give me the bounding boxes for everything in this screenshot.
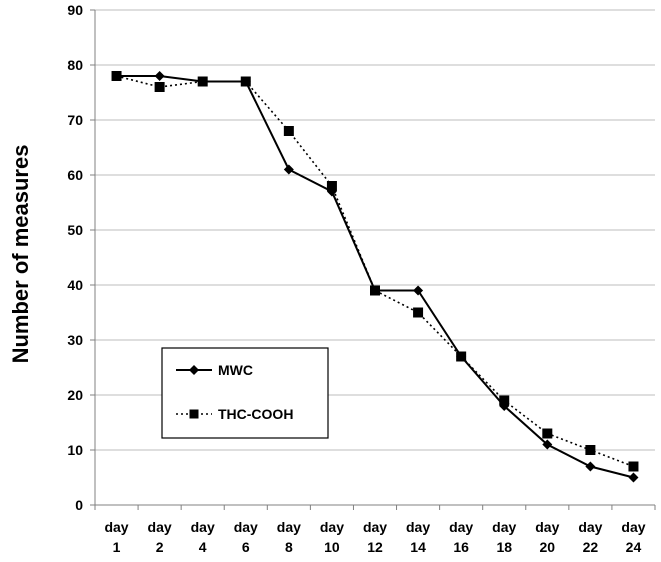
- x-tick-label: 10: [324, 539, 340, 555]
- data-point-mwc: [154, 71, 165, 81]
- x-tick-label: 20: [540, 539, 556, 555]
- y-tick-label: 80: [67, 57, 83, 73]
- data-point-mwc: [326, 186, 337, 197]
- x-tick-label: 12: [367, 539, 383, 555]
- legend-thc-marker: [189, 409, 199, 419]
- x-tick-label: day: [535, 519, 559, 535]
- x-tick-label: day: [234, 519, 258, 535]
- x-tick-label: day: [320, 519, 344, 535]
- legend-mwc-marker: [189, 365, 199, 375]
- x-tick-label: day: [148, 519, 172, 535]
- y-tick-label: 70: [67, 112, 83, 128]
- x-tick-label: day: [363, 519, 387, 535]
- x-tick-label: day: [449, 519, 473, 535]
- y-tick-label: 20: [67, 387, 83, 403]
- y-axis-label: Number of measures: [8, 145, 33, 364]
- data-point-mwc: [499, 401, 510, 411]
- x-tick-label: day: [277, 519, 301, 535]
- data-point-mwc: [111, 71, 122, 81]
- series: [111, 71, 639, 483]
- y-tick-label: 90: [67, 2, 83, 18]
- x-tick-label: day: [191, 519, 215, 535]
- x-tick-label: day: [578, 519, 602, 535]
- x-tick-label: 4: [199, 539, 207, 555]
- data-point-mwc: [628, 472, 639, 483]
- data-point-thc-cooh: [585, 445, 596, 455]
- legend-thc-label: THC-COOH: [218, 406, 293, 422]
- y-tick-label: 0: [75, 497, 83, 513]
- data-point-mwc: [413, 285, 424, 296]
- x-tick-labels: day 1 day 2 day 4 day 6 day 8 day 10 day 12 day 14 day 16…: [104, 519, 645, 555]
- y-tick-label: 10: [67, 442, 83, 458]
- data-point-thc-cooh: [542, 428, 553, 439]
- data-point-thc-cooh: [283, 126, 294, 136]
- y-tick-label: 40: [67, 277, 83, 293]
- y-tick-labels: 0 10 20 30 40 50 60 70 80 90: [67, 2, 83, 513]
- data-point-mwc: [585, 461, 596, 472]
- legend: MWC THC-COOH: [161, 347, 329, 439]
- x-tick-label: day: [492, 519, 516, 535]
- x-tick-label: 8: [285, 539, 293, 555]
- data-point-mwc: [197, 76, 208, 87]
- x-tick-label: 2: [156, 539, 164, 555]
- data-point-thc-cooh: [326, 181, 337, 191]
- y-tick-label: 50: [67, 222, 83, 238]
- data-point-thc-cooh: [628, 461, 639, 472]
- data-point-thc-cooh: [499, 395, 510, 406]
- data-point-mwc: [370, 285, 380, 296]
- axes: [90, 9, 656, 510]
- x-tick-label: 14: [410, 539, 426, 555]
- x-tick-label: 24: [626, 539, 642, 555]
- legend-mwc-label: MWC: [218, 362, 253, 378]
- x-tick-label: day: [104, 519, 128, 535]
- x-tick-label: 16: [453, 539, 469, 555]
- data-point-mwc: [283, 164, 294, 175]
- x-tick-label: 1: [113, 539, 121, 555]
- data-point-mwc: [456, 351, 467, 362]
- y-tick-label: 30: [67, 332, 83, 348]
- x-tick-label: day: [621, 519, 645, 535]
- x-tick-label: day: [406, 519, 430, 535]
- data-point-mwc: [542, 439, 553, 450]
- legend-box: [161, 347, 329, 439]
- data-point-thc-cooh: [154, 82, 165, 92]
- data-point-mwc: [240, 76, 251, 87]
- x-tick-label: 18: [496, 539, 512, 555]
- y-tick-label: 60: [67, 167, 83, 183]
- x-tick-label: 6: [242, 539, 250, 555]
- x-tick-label: 22: [583, 539, 599, 555]
- data-point-thc-cooh: [413, 307, 424, 318]
